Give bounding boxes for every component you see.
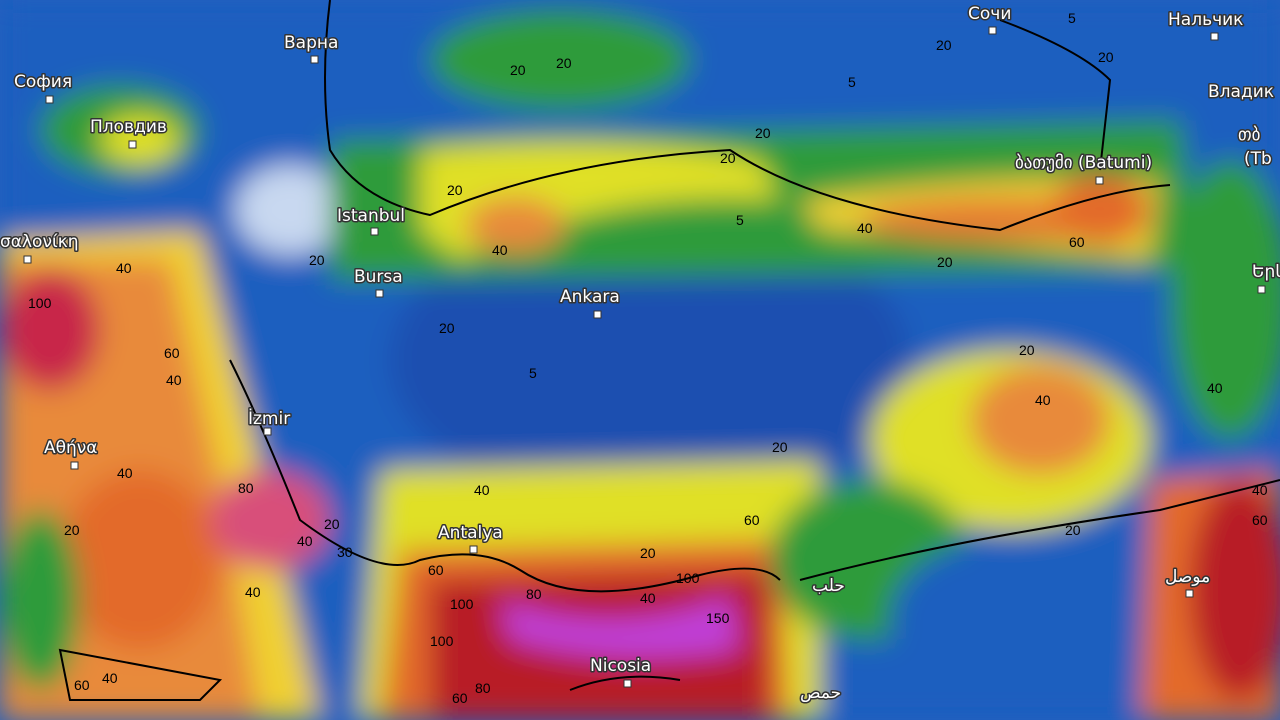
contour-label: 60 — [74, 677, 90, 693]
contour-label: 20 — [937, 254, 953, 270]
contour-label: 5 — [848, 74, 856, 90]
city-dot — [70, 461, 79, 470]
city-dot — [23, 255, 32, 264]
contour-label: 20 — [1098, 49, 1114, 65]
contour-label: 20 — [755, 125, 771, 141]
coastlines — [58, 0, 1280, 701]
city-dot — [623, 679, 632, 688]
city-dot — [375, 289, 384, 298]
contour-label: 100 — [430, 633, 454, 649]
contour-label: 100 — [676, 570, 700, 586]
city-label: حلب — [812, 576, 845, 596]
city-label: Варна — [284, 33, 338, 53]
contour-label: 150 — [706, 610, 730, 626]
contour-label: 40 — [117, 465, 133, 481]
city-dot — [469, 545, 478, 554]
city-dot — [1257, 285, 1266, 294]
contour-label: 40 — [297, 533, 313, 549]
city-label: ბათუმი (Batumi) — [1015, 153, 1152, 173]
contour-label: 20 — [1065, 522, 1081, 538]
contour-label: 80 — [475, 680, 491, 696]
contour-label: 40 — [102, 670, 118, 686]
city-label: Пловдив — [90, 117, 167, 137]
city-label: Nicosia — [590, 656, 651, 676]
contour-label: 40 — [1035, 392, 1051, 408]
city-label: σαλονίκη — [0, 232, 78, 252]
contour-label: 20 — [324, 516, 340, 532]
contour-label: 60 — [428, 562, 444, 578]
contour-label: 20 — [772, 439, 788, 455]
contour-label: 40 — [474, 482, 490, 498]
contour-label: 40 — [640, 590, 656, 606]
city-dot — [1185, 589, 1194, 598]
city-label: Istanbul — [337, 206, 405, 226]
city-label: Երև — [1252, 262, 1280, 282]
contour-label: 40 — [857, 220, 873, 236]
city-dot — [310, 55, 319, 64]
contour-label: 20 — [936, 37, 952, 53]
contour-label: 5 — [736, 212, 744, 228]
city-label: Αθήνα — [44, 438, 98, 458]
contour-label: 20 — [1019, 342, 1035, 358]
city-label: Владик — [1208, 82, 1274, 102]
cities: София Варна Пловдив Istanbul Bursa Ankar… — [0, 3, 1280, 705]
contour-label: 40 — [1252, 482, 1268, 498]
city-dot — [1095, 176, 1104, 185]
city-label: Antalya — [438, 523, 503, 543]
contour-label: 60 — [744, 512, 760, 528]
city-label: İzmir — [248, 408, 290, 429]
contour-label: 40 — [166, 372, 182, 388]
city-label: Bursa — [354, 267, 403, 287]
contour-label: 40 — [245, 584, 261, 600]
city-dot — [370, 227, 379, 236]
contour-label: 40 — [1207, 380, 1223, 396]
city-label: София — [14, 72, 72, 92]
contour-label: 20 — [640, 545, 656, 561]
contour-label: 30 — [337, 544, 353, 560]
contour-label: 5 — [529, 365, 537, 381]
contour-label: 100 — [28, 295, 52, 311]
contour-label: 20 — [447, 182, 463, 198]
contour-label: 20 — [64, 522, 80, 538]
contour-label: 80 — [526, 586, 542, 602]
contour-label: 5 — [1068, 10, 1076, 26]
contour-label: 20 — [510, 62, 526, 78]
contour-labels: 20 20 5 5 20 20 20 20 20 40 5 40 20 60 2… — [28, 10, 1268, 706]
city-label: (Tb — [1244, 149, 1272, 169]
contour-label: 40 — [492, 242, 508, 258]
city-label: Сочи — [968, 4, 1011, 24]
contour-label: 40 — [116, 260, 132, 276]
contour-label: 60 — [1252, 512, 1268, 528]
contour-label: 20 — [556, 55, 572, 71]
contour-label: 20 — [720, 150, 736, 166]
city-dot — [128, 140, 137, 149]
contour-label: 100 — [450, 596, 474, 612]
city-dot — [1210, 32, 1219, 41]
contour-label: 80 — [238, 480, 254, 496]
city-dot — [593, 310, 602, 319]
city-label: Нальчик — [1168, 10, 1243, 30]
contour-label: 60 — [164, 345, 180, 361]
contour-label: 20 — [309, 252, 325, 268]
city-dot — [988, 26, 997, 35]
city-dot — [263, 427, 272, 436]
contour-label: 20 — [439, 320, 455, 336]
city-label: حمص — [800, 683, 841, 703]
city-label: موصل — [1165, 567, 1210, 587]
city-dot — [45, 95, 54, 104]
contour-label: 60 — [452, 690, 468, 706]
contour-label: 60 — [1069, 234, 1085, 250]
city-label: თბ — [1238, 125, 1260, 145]
city-label: Ankara — [560, 287, 620, 307]
